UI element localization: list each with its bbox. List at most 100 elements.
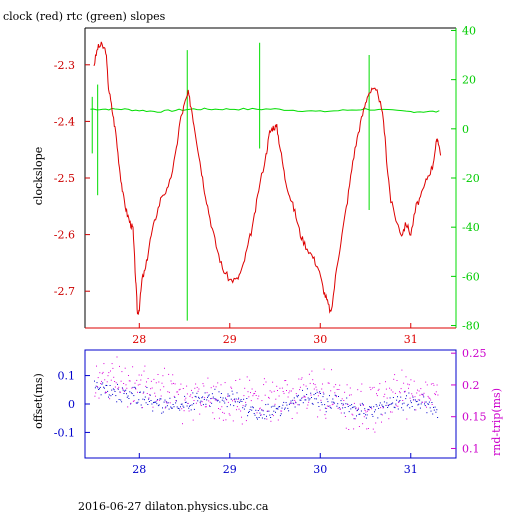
- offset-point: [343, 412, 345, 414]
- roundtrip-point: [348, 429, 350, 430]
- offset-point: [361, 402, 363, 404]
- offset-point: [395, 403, 397, 405]
- offset-point: [304, 399, 306, 401]
- offset-point: [233, 405, 235, 407]
- bottom-ytick-label: -0.1: [54, 426, 75, 439]
- roundtrip-point: [335, 384, 337, 386]
- offset-point: [207, 395, 209, 397]
- offset-point: [325, 411, 327, 413]
- roundtrip-point: [155, 395, 156, 397]
- roundtrip-point: [122, 388, 124, 390]
- roundtrip-point: [371, 387, 373, 389]
- roundtrip-point: [426, 406, 427, 408]
- roundtrip-point: [270, 420, 272, 422]
- roundtrip-point: [217, 382, 219, 384]
- offset-point: [262, 410, 264, 412]
- offset-point: [260, 414, 262, 416]
- roundtrip-point: [436, 384, 438, 386]
- footer-text: 2016-06-27 dilaton.physics.ubc.ca: [78, 500, 269, 512]
- roundtrip-point: [235, 380, 237, 381]
- roundtrip-point: [429, 397, 431, 399]
- roundtrip-point: [421, 401, 423, 403]
- offset-point: [107, 390, 109, 392]
- roundtrip-point: [104, 379, 106, 381]
- offset-point: [397, 408, 399, 410]
- roundtrip-point: [213, 385, 215, 387]
- offset-point: [199, 401, 201, 403]
- offset-point: [293, 397, 295, 399]
- offset-point: [280, 413, 282, 415]
- offset-point: [331, 401, 333, 403]
- offset-point: [94, 387, 96, 389]
- offset-point: [422, 393, 424, 395]
- roundtrip-point: [343, 400, 345, 401]
- roundtrip-point: [109, 398, 111, 400]
- roundtrip-point: [173, 382, 174, 384]
- offset-point: [301, 397, 303, 399]
- offset-point: [360, 410, 362, 412]
- roundtrip-point: [319, 409, 321, 411]
- roundtrip-point: [132, 366, 134, 368]
- roundtrip-point: [232, 400, 233, 402]
- offset-point: [256, 417, 258, 419]
- roundtrip-point: [386, 397, 388, 399]
- offset-point: [129, 391, 131, 393]
- offset-point: [275, 408, 277, 410]
- roundtrip-point: [332, 403, 334, 405]
- offset-point: [125, 389, 127, 391]
- offset-point: [132, 386, 134, 388]
- offset-point: [172, 404, 174, 405]
- roundtrip-point: [229, 414, 231, 416]
- offset-point: [330, 407, 332, 409]
- offset-point: [196, 392, 198, 394]
- offset-point: [429, 407, 431, 409]
- roundtrip-point: [272, 381, 274, 383]
- roundtrip-point: [251, 388, 253, 390]
- offset-point: [277, 408, 279, 410]
- roundtrip-point: [431, 404, 433, 405]
- offset-point: [99, 388, 100, 390]
- offset-point: [383, 401, 385, 403]
- roundtrip-point: [375, 422, 377, 424]
- roundtrip-point: [114, 381, 116, 382]
- roundtrip-point: [417, 399, 419, 401]
- offset-point: [375, 404, 377, 406]
- offset-point: [204, 392, 206, 394]
- roundtrip-point: [307, 404, 309, 406]
- roundtrip-point: [150, 380, 152, 382]
- roundtrip-point: [255, 395, 257, 396]
- offset-point: [350, 408, 352, 410]
- offset-point: [287, 407, 289, 409]
- roundtrip-point: [281, 410, 283, 412]
- offset-point: [220, 393, 222, 394]
- offset-point: [273, 410, 275, 412]
- roundtrip-point: [308, 401, 310, 403]
- offset-point: [230, 398, 232, 400]
- offset-point: [402, 409, 404, 411]
- roundtrip-point: [408, 387, 409, 389]
- roundtrip-point: [312, 379, 314, 381]
- roundtrip-point: [259, 407, 261, 409]
- offset-point: [272, 405, 274, 407]
- roundtrip-point: [190, 394, 192, 396]
- roundtrip-point: [353, 428, 355, 430]
- offset-point: [364, 408, 366, 410]
- roundtrip-point: [147, 378, 149, 379]
- roundtrip-point: [406, 418, 408, 420]
- roundtrip-point: [141, 407, 143, 408]
- offset-point: [276, 407, 278, 409]
- roundtrip-point: [198, 388, 200, 390]
- offset-point: [152, 410, 154, 412]
- offset-point: [248, 412, 249, 413]
- offset-point: [144, 396, 146, 398]
- offset-point: [150, 400, 152, 401]
- roundtrip-point: [411, 393, 413, 395]
- offset-point: [278, 406, 280, 408]
- offset-point: [252, 407, 254, 409]
- offset-point: [365, 417, 367, 419]
- offset-point: [298, 404, 300, 406]
- bottom-xtick-label: 31: [404, 463, 418, 476]
- offset-point: [383, 406, 384, 408]
- roundtrip-point: [398, 401, 400, 403]
- roundtrip-point: [137, 384, 139, 386]
